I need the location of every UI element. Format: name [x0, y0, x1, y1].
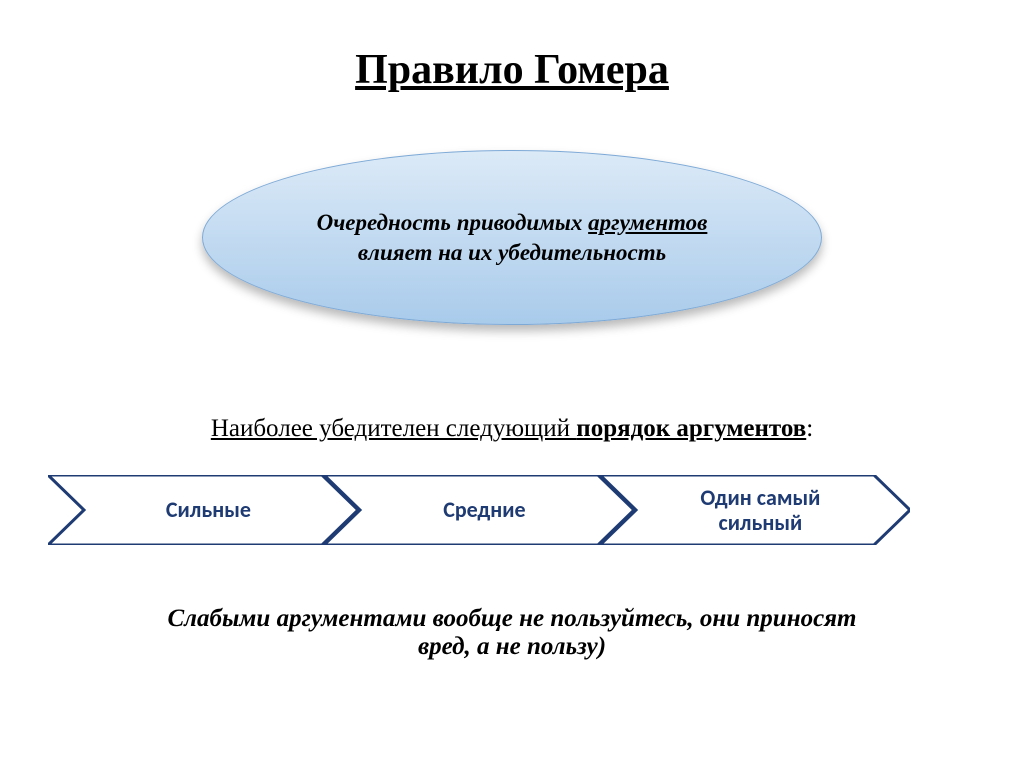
rule-ellipse-text: Очередность приводимых аргументов влияет…	[317, 208, 708, 268]
chevron-item: Сильные	[48, 475, 358, 545]
ellipse-line2: влияет на их убедительность	[358, 240, 666, 265]
ellipse-line1-pre: Очередность приводимых	[317, 210, 589, 235]
chevron-row: СильныеСредниеОдин самыйсильный	[48, 475, 910, 545]
order-subtitle: Наиболее убедителен следующий порядок ар…	[0, 415, 1024, 443]
chevron-label: Один самыйсильный	[600, 475, 910, 545]
chevron-label: Сильные	[48, 475, 358, 545]
chevron-item: Средние	[324, 475, 634, 545]
rule-ellipse: Очередность приводимых аргументов влияет…	[202, 150, 822, 325]
footnote-line1: Слабыми аргументами вообще не пользуйтес…	[167, 605, 856, 632]
subtitle-pre: Наиболее убедителен следующий	[211, 415, 576, 442]
subtitle-bold: порядок аргументов	[576, 415, 806, 442]
footnote: Слабыми аргументами вообще не пользуйтес…	[0, 605, 1024, 661]
ellipse-line1-underlined: аргументов	[588, 210, 707, 235]
subtitle-post: :	[806, 415, 813, 442]
slide-title: Правило Гомера	[0, 46, 1024, 94]
rule-ellipse-wrap: Очередность приводимых аргументов влияет…	[202, 150, 822, 325]
chevron-label: Средние	[324, 475, 634, 545]
chevron-item: Один самыйсильный	[600, 475, 910, 545]
footnote-line2: вред, а не пользу)	[418, 633, 606, 660]
